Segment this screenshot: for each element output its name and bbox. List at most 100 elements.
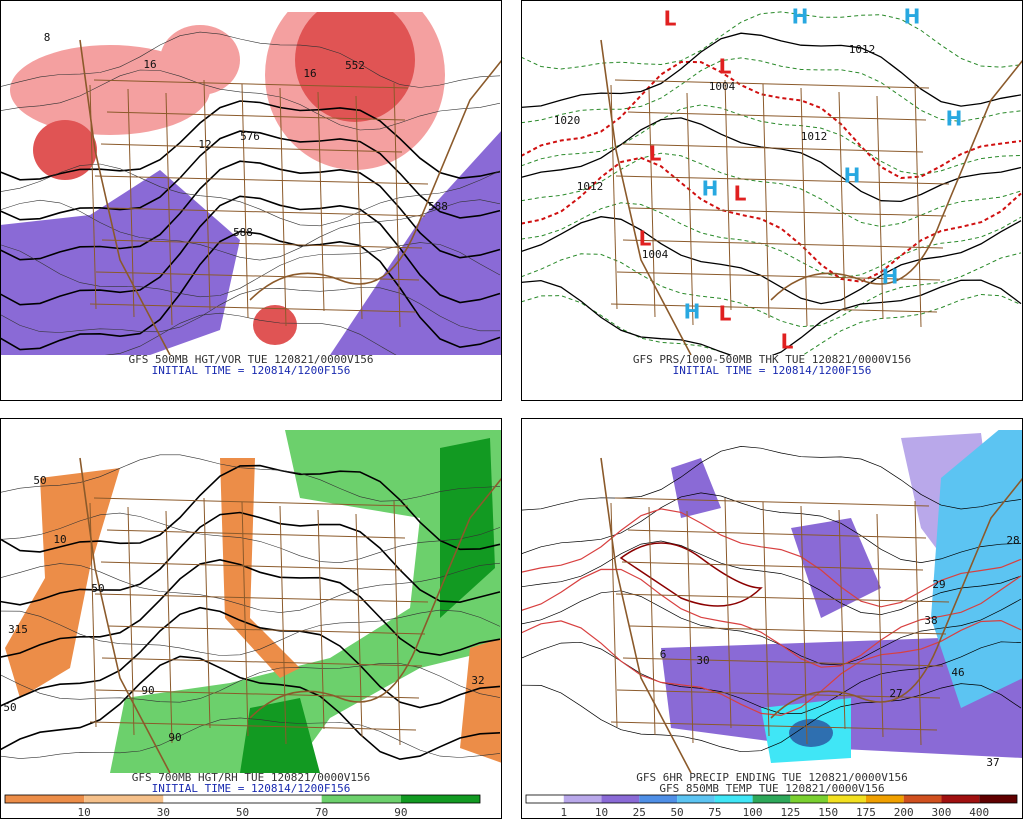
contour <box>521 32 1022 109</box>
state-line <box>762 501 770 737</box>
state-line <box>100 561 403 571</box>
state-line <box>615 593 950 603</box>
colorbar-label: 25 <box>633 806 646 819</box>
contour <box>521 508 1022 608</box>
state-line <box>355 95 363 320</box>
pressure-center: L <box>649 142 662 166</box>
state-line <box>279 87 287 327</box>
precip-max <box>789 719 833 747</box>
state-line <box>355 513 363 738</box>
map-label: 16 <box>143 58 156 71</box>
map-label: 576 <box>240 130 260 143</box>
pressure-center: L <box>781 330 794 354</box>
vorticity-max <box>160 25 240 95</box>
pressure-center: H <box>684 300 701 324</box>
state-line <box>876 513 884 738</box>
contour <box>521 568 1022 668</box>
colorbar-label: 50 <box>670 806 683 819</box>
colorbar-label: 10 <box>595 806 608 819</box>
colorbar-swatch <box>979 795 1017 803</box>
contour <box>521 590 1022 666</box>
state-line <box>616 271 941 281</box>
map-label: 50 <box>33 474 46 487</box>
map-label: 8 <box>44 31 51 44</box>
precip-area <box>671 458 721 518</box>
state-line <box>724 497 732 729</box>
state-line <box>621 143 924 153</box>
state-line <box>648 506 656 736</box>
colorbar-label: 70 <box>315 806 328 819</box>
contour <box>0 230 501 351</box>
contour <box>0 663 501 703</box>
state-line <box>100 143 403 153</box>
contour <box>0 464 501 553</box>
pressure-center: L <box>664 7 677 31</box>
contour <box>0 69 501 131</box>
colorbar-swatch <box>321 795 401 803</box>
map-label: 315 <box>8 623 28 636</box>
colorbar-label: 30 <box>157 806 170 819</box>
state-line <box>95 271 420 281</box>
state-line <box>94 175 429 185</box>
coastline <box>600 39 1023 355</box>
contour <box>521 279 1022 355</box>
map: 552 576 588 588 8 12 16 16 <box>0 12 502 355</box>
colorbar-swatch <box>865 795 904 803</box>
state-line <box>107 625 426 635</box>
colorbar-label: 90 <box>394 806 407 819</box>
state-line <box>94 593 429 603</box>
contour <box>0 558 501 658</box>
state-line <box>93 497 409 507</box>
colorbar-label: 150 <box>818 806 838 819</box>
colorbar-frame <box>525 794 1018 804</box>
colorbar-swatch <box>84 795 164 803</box>
panel-subtitle: GFS 850MB TEMP TUE 120821/0000V156 <box>659 782 884 795</box>
colorbar-label: 400 <box>969 806 989 819</box>
panel-title: GFS 700MB HGT/RH TUE 120821/0000V156 <box>132 771 370 784</box>
contour <box>0 606 501 709</box>
contour <box>521 60 1022 180</box>
state-line <box>724 79 732 311</box>
humidity-area <box>110 430 502 773</box>
state-line <box>622 239 944 249</box>
state-line <box>762 83 770 319</box>
state-line <box>914 500 922 746</box>
panel: 552 576 588 588 8 12 16 16 GFS 500MB HGT/VOR TUE… <box>0 0 502 401</box>
state-line <box>101 657 423 667</box>
map-label: 1020 <box>554 114 581 127</box>
state-line <box>686 510 694 744</box>
panel-subtitle: INITIAL TIME = 120814/1200F156 <box>152 364 351 377</box>
contour <box>0 562 501 613</box>
panel-subtitle: INITIAL TIME = 120814/1200F156 <box>673 364 872 377</box>
map-label: 50 <box>3 701 16 714</box>
state-line <box>621 561 924 571</box>
state-line <box>106 111 406 121</box>
coastline <box>79 39 502 355</box>
colorbar-swatch <box>163 795 243 803</box>
contour <box>0 287 500 333</box>
contour <box>0 130 501 221</box>
panel: 50 50 10 315 90 90 32 50 GFS 700MB HGT/RH TUE 12… <box>0 418 502 819</box>
state-line <box>800 505 808 745</box>
colorbar-swatch <box>941 795 980 803</box>
contour <box>521 152 1022 228</box>
contour <box>0 717 501 759</box>
state-line <box>393 500 401 746</box>
panel-title: GFS 6HR PRECIP ENDING TUE 120821/0000V15… <box>636 771 908 784</box>
contour <box>521 156 1022 283</box>
dry-area <box>460 638 502 763</box>
colorbar-swatch <box>242 795 322 803</box>
pressure-center: H <box>904 5 921 29</box>
map-label: 588 <box>233 226 253 239</box>
map-label: 1004 <box>642 248 669 261</box>
state-line <box>648 88 656 318</box>
state-line <box>627 111 927 121</box>
contour <box>0 511 501 606</box>
map-label: 28 <box>1006 534 1019 547</box>
pressure-center: H <box>946 107 963 131</box>
colorbar-label: 175 <box>856 806 876 819</box>
panel: 29 38 46 27 28 37 6 30 GFS 6HR PRECIP ENDING TUE… <box>521 418 1023 819</box>
colorbar-swatch <box>677 795 715 803</box>
